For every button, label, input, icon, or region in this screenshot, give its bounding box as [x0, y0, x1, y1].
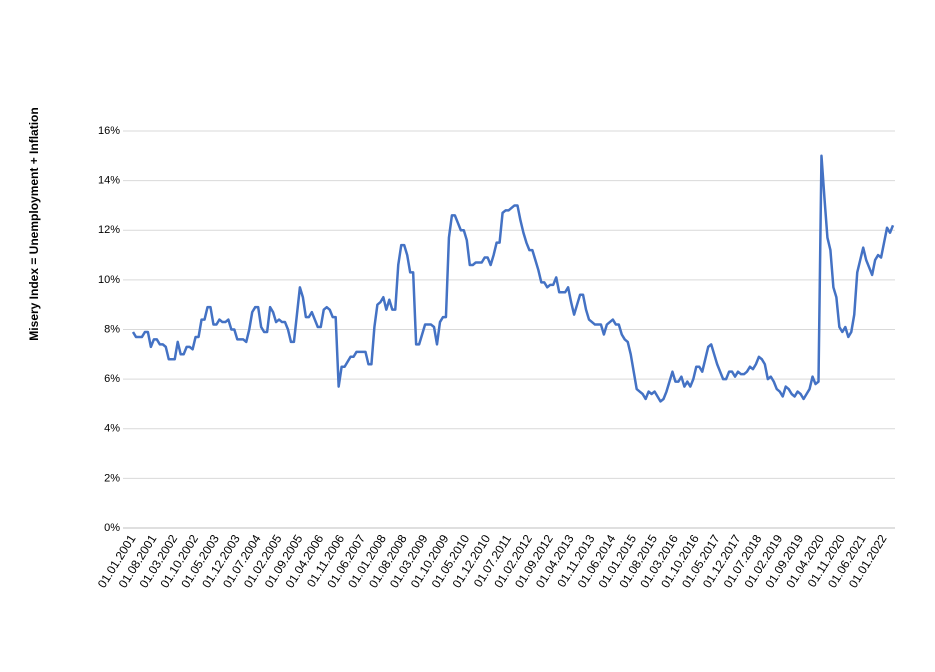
y-tick-label: 6% [104, 373, 120, 385]
y-tick-label: 12% [98, 224, 120, 236]
y-tick-label: 8% [104, 323, 120, 335]
y-tick-label: 10% [98, 274, 120, 286]
y-tick-label: 4% [104, 423, 120, 435]
line-series [131, 154, 895, 403]
y-tick-label: 2% [104, 472, 120, 484]
y-tick-label: 16% [98, 125, 120, 137]
y-tick-label: 0% [104, 522, 120, 534]
y-axis-title: Misery Index = Unemployment + Inflation [27, 107, 41, 340]
y-tick-label: 14% [98, 175, 120, 187]
